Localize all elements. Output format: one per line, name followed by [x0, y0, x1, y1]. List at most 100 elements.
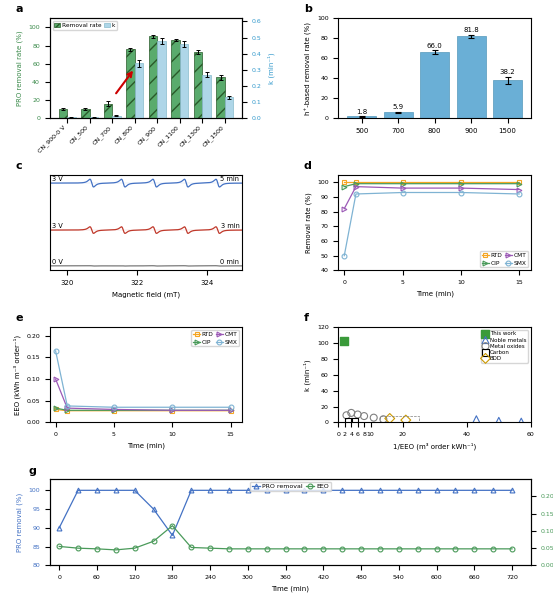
CIP [457, 180, 464, 187]
X-axis label: Time (min): Time (min) [127, 443, 165, 449]
EEO [207, 545, 213, 552]
Line: CMT: CMT [342, 184, 521, 211]
EEO [244, 545, 251, 553]
PRO removal [301, 486, 308, 494]
CMT [516, 186, 523, 193]
BDD [385, 413, 394, 423]
EEO [56, 543, 62, 550]
Bar [202, 75, 211, 119]
Text: 66.0: 66.0 [427, 43, 442, 49]
Line: SMX: SMX [53, 348, 233, 410]
PRO removal [282, 486, 289, 494]
EEO [169, 522, 176, 530]
PRO removal [132, 486, 138, 494]
Line: CMT: CMT [53, 376, 233, 413]
EEO [509, 545, 515, 553]
CMT [227, 407, 234, 414]
EEO [395, 545, 402, 553]
Legend: RTD, CIP, CMT, SMX: RTD, CIP, CMT, SMX [191, 330, 239, 347]
EEO [282, 545, 289, 553]
Text: 5 min: 5 min [221, 176, 239, 182]
CMT [111, 406, 117, 413]
Bar [384, 112, 413, 119]
PRO removal [452, 486, 459, 494]
CIP [399, 180, 406, 187]
Bar [103, 104, 112, 119]
RTD [169, 407, 175, 415]
RTD [399, 179, 406, 186]
EEO [132, 545, 138, 552]
Y-axis label: PRO removal rate (%): PRO removal rate (%) [17, 30, 23, 106]
SMX [457, 189, 464, 196]
Y-axis label: k (min⁻¹): k (min⁻¹) [304, 359, 311, 390]
Bar [380, 416, 419, 423]
EEO [433, 545, 440, 553]
Text: c: c [15, 161, 22, 171]
RTD [353, 179, 359, 186]
Bar [194, 52, 202, 119]
SMX [64, 402, 71, 410]
CIP [53, 404, 59, 412]
PRO removal [112, 486, 119, 494]
Bar [59, 109, 67, 119]
Text: 3 V: 3 V [51, 176, 62, 182]
Line: CIP: CIP [342, 181, 521, 189]
SMX [227, 404, 234, 411]
PRO removal [93, 486, 100, 494]
CMT [353, 183, 359, 190]
Text: 81.8: 81.8 [463, 27, 479, 33]
SMX [516, 190, 523, 198]
Text: 0 min: 0 min [221, 259, 239, 265]
CIP [516, 180, 523, 187]
CIP [341, 183, 348, 190]
Line: CIP: CIP [53, 406, 233, 413]
Y-axis label: h⁺-based removal rate (%): h⁺-based removal rate (%) [304, 22, 311, 115]
Text: f: f [304, 313, 309, 323]
EEO [93, 545, 100, 553]
X-axis label: Magnetic field (mT): Magnetic field (mT) [112, 292, 180, 298]
Metal oxides [359, 411, 368, 421]
EEO [75, 545, 81, 552]
RTD [227, 407, 234, 415]
PRO removal [339, 486, 346, 494]
CMT [457, 184, 464, 192]
Bar [457, 36, 486, 119]
SMX [53, 347, 59, 354]
EEO [263, 545, 270, 553]
Bar [420, 52, 449, 119]
Y-axis label: PRO removal (%): PRO removal (%) [17, 492, 23, 552]
Line: SMX: SMX [342, 190, 521, 258]
PRO removal [263, 486, 270, 494]
CMT [64, 404, 71, 412]
PRO removal [150, 505, 157, 513]
SMX [169, 404, 175, 411]
Bar [216, 77, 225, 119]
RTD [111, 407, 117, 415]
CIP [169, 407, 175, 414]
EEO [490, 545, 497, 553]
SMX [399, 189, 406, 196]
EEO [452, 545, 459, 553]
Bar [180, 44, 189, 119]
Y-axis label: k (min⁻¹): k (min⁻¹) [267, 52, 275, 84]
Bar [67, 117, 76, 119]
Bar [225, 97, 233, 119]
EEO [471, 545, 478, 553]
Text: b: b [304, 4, 312, 14]
EEO [414, 545, 421, 553]
Noble metals [517, 417, 526, 427]
PRO removal [169, 532, 176, 539]
Metal oxides [347, 408, 356, 418]
Legend: PRO removal, EEO: PRO removal, EEO [250, 482, 331, 491]
Text: 0 V: 0 V [51, 259, 62, 265]
Text: a: a [15, 4, 23, 14]
PRO removal [244, 486, 251, 494]
Bar [347, 117, 377, 119]
X-axis label: Time (min): Time (min) [272, 586, 309, 592]
EEO [320, 545, 327, 553]
SMX [341, 252, 348, 260]
Text: d: d [304, 161, 312, 171]
PRO removal [320, 486, 327, 494]
CMT [53, 375, 59, 382]
BDD [401, 415, 410, 425]
